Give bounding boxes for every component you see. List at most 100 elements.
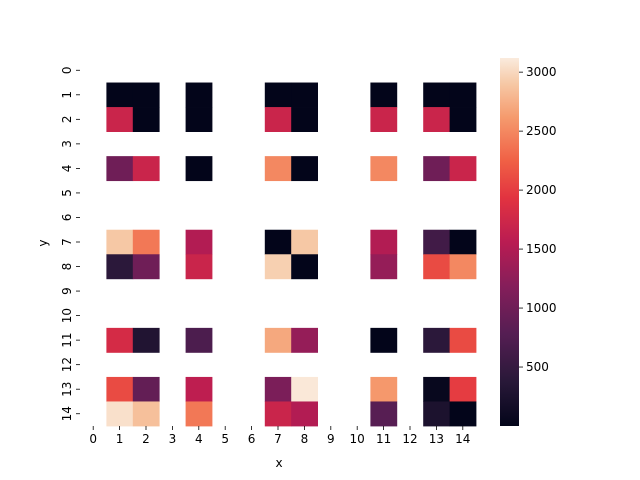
x-axis-label: x <box>275 456 282 470</box>
heatmap-cell-r11-c8 <box>291 327 318 353</box>
heatmap-cell-r14-c1 <box>106 401 134 427</box>
heatmap-cell-r13-c7 <box>264 376 292 402</box>
y-tick-label-9: 9 <box>60 287 74 295</box>
y-tick-label-6: 6 <box>60 214 74 222</box>
y-axis-label: y <box>36 239 50 246</box>
colorbar-tick-label-0: 500 <box>526 360 549 374</box>
heatmap-cell-r4-c2 <box>132 156 160 182</box>
heatmap-cell-r2-c11 <box>370 107 398 132</box>
colorbar-tick-label-3: 2000 <box>526 183 557 197</box>
heatmap-cell-r7-c4 <box>185 229 213 255</box>
heatmap-cell-r7-c14 <box>449 229 477 255</box>
y-tick-label-0: 0 <box>60 66 74 74</box>
colorbar-tick-label-2: 1500 <box>526 242 557 256</box>
y-tick-label-8: 8 <box>60 263 74 271</box>
x-tick-label-4: 4 <box>195 432 203 446</box>
heatmap-cell-r7-c7 <box>264 229 292 255</box>
heatmap-cell-r2-c14 <box>449 107 477 132</box>
heatmap-cell-r13-c1 <box>106 376 134 402</box>
heatmap-cell-r8-c13 <box>423 254 450 280</box>
heatmap-cell-r13-c8 <box>291 376 318 402</box>
heatmap-cell-r13-c4 <box>185 376 213 402</box>
heatmap-cell-r14-c2 <box>132 401 160 427</box>
heatmap-cell-r11-c4 <box>185 327 213 353</box>
heatmap-cell-r4-c7 <box>264 156 292 182</box>
heatmap-cell-r2-c8 <box>291 107 318 132</box>
x-tick-label-10: 10 <box>350 432 365 446</box>
x-tick-label-1: 1 <box>116 432 124 446</box>
heatmap-cell-r11-c14 <box>449 327 477 353</box>
y-tick-label-2: 2 <box>60 116 74 124</box>
colorbar-tick-label-1: 1000 <box>526 301 557 315</box>
heatmap-cell-r4-c1 <box>106 156 134 182</box>
heatmap-cell-r13-c14 <box>449 376 477 402</box>
heatmap-cell-r14-c4 <box>185 401 213 427</box>
heatmap-cell-r8-c4 <box>185 254 213 280</box>
heatmap-cell-r7-c2 <box>132 229 160 255</box>
heatmap-cell-r1-c14 <box>449 82 477 108</box>
x-tick-label-5: 5 <box>221 432 229 446</box>
heatmap-cell-r2-c4 <box>185 107 213 132</box>
x-tick-label-9: 9 <box>327 432 335 446</box>
heatmap-cell-r13-c2 <box>132 376 160 402</box>
x-tick-label-8: 8 <box>301 432 309 446</box>
heatmap-cell-r7-c11 <box>370 229 398 255</box>
heatmap-cell-r7-c1 <box>106 229 134 255</box>
heatmap-cell-r8-c7 <box>264 254 292 280</box>
x-tick-label-11: 11 <box>376 432 391 446</box>
heatmap-cell-r4-c8 <box>291 156 318 182</box>
y-tick-label-14: 14 <box>60 406 74 421</box>
heatmap-cell-r4-c11 <box>370 156 398 182</box>
x-tick-label-3: 3 <box>169 432 177 446</box>
heatmap-cell-r11-c11 <box>370 327 398 353</box>
heatmap-cell-r11-c2 <box>132 327 160 353</box>
heatmap-cell-r14-c11 <box>370 401 398 427</box>
heatmap-cell-r8-c14 <box>449 254 477 280</box>
heatmap-cell-r2-c1 <box>106 107 134 132</box>
y-tick-label-4: 4 <box>60 165 74 173</box>
heatmap-cell-r1-c13 <box>423 82 450 108</box>
x-tick-label-14: 14 <box>455 432 470 446</box>
heatmap-cell-r13-c11 <box>370 376 398 402</box>
y-tick-label-3: 3 <box>60 140 74 148</box>
heatmap-cell-r7-c13 <box>423 229 450 255</box>
x-axis: 0 1 2 3 4 5 6 7 8 9 10 11 12 13 14 <box>89 426 470 446</box>
y-tick-label-11: 11 <box>60 332 74 347</box>
heatmap-cell-r4-c13 <box>423 156 450 182</box>
heatmap-cell-r14-c7 <box>264 401 292 427</box>
x-tick-label-6: 6 <box>248 432 256 446</box>
heatmap-cell-r4-c14 <box>449 156 477 182</box>
heatmap-cell-r13-c13 <box>423 376 450 402</box>
heatmap-cell-r1-c8 <box>291 82 318 108</box>
heatmap-cell-r1-c7 <box>264 82 292 108</box>
y-tick-label-12: 12 <box>60 357 74 372</box>
heatmap-cells <box>106 82 477 427</box>
heatmap-cell-r7-c8 <box>291 229 318 255</box>
x-tick-label-7: 7 <box>274 432 282 446</box>
heatmap-cell-r1-c4 <box>185 82 213 108</box>
heatmap-cell-r11-c13 <box>423 327 450 353</box>
y-tick-label-13: 13 <box>60 382 74 397</box>
heatmap-cell-r8-c2 <box>132 254 160 280</box>
heatmap-cell-r8-c11 <box>370 254 398 280</box>
y-tick-label-10: 10 <box>60 308 74 323</box>
heatmap-cell-r4-c4 <box>185 156 213 182</box>
colorbar-tick-label-4: 2500 <box>526 124 557 138</box>
heatmap-cell-r1-c1 <box>106 82 134 108</box>
y-tick-label-7: 7 <box>60 238 74 246</box>
heatmap-cell-r1-c2 <box>132 82 160 108</box>
colorbar-tick-label-5: 3000 <box>526 65 557 79</box>
heatmap-cell-r2-c13 <box>423 107 450 132</box>
heatmap-cell-r11-c7 <box>264 327 292 353</box>
heatmap-cell-r1-c11 <box>370 82 398 108</box>
y-tick-label-1: 1 <box>60 91 74 99</box>
heatmap-cell-r14-c8 <box>291 401 318 427</box>
x-tick-label-12: 12 <box>402 432 417 446</box>
heatmap-cell-r8-c1 <box>106 254 134 280</box>
heatmap-cell-r11-c1 <box>106 327 134 353</box>
heatmap-cell-r14-c14 <box>449 401 477 427</box>
heatmap-cell-r2-c2 <box>132 107 160 132</box>
heatmap-cell-r8-c8 <box>291 254 318 280</box>
